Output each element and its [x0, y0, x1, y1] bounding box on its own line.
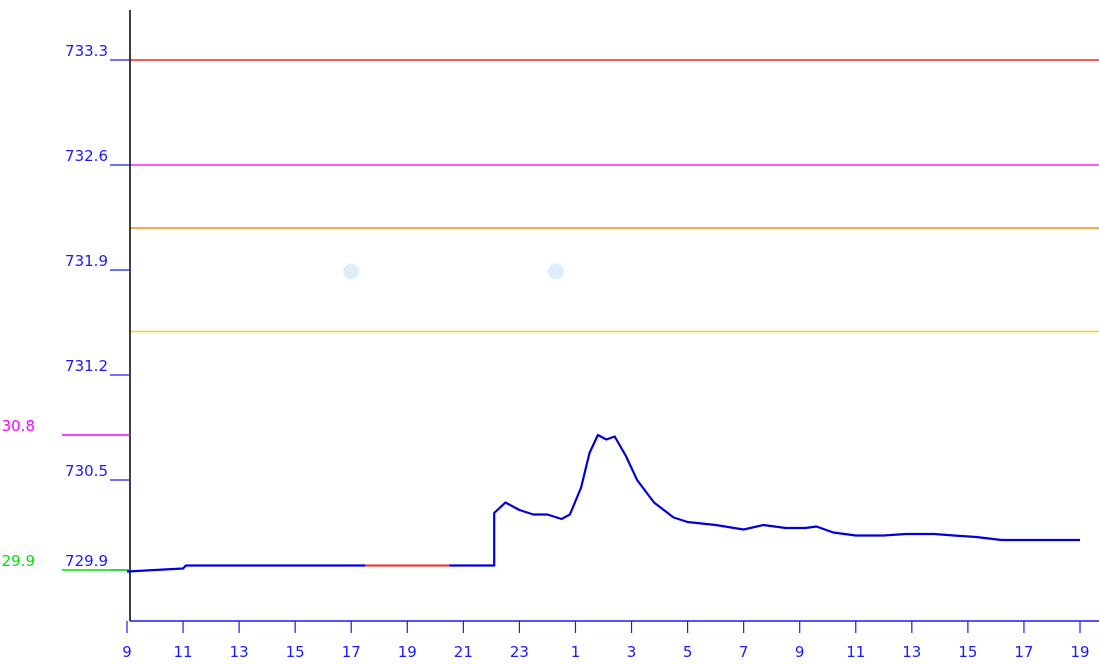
series-group — [126, 433, 1080, 573]
faint-marker-1 — [547, 263, 564, 280]
x-tick-label-6: 21 — [454, 643, 473, 661]
x-tick-label-13: 11 — [846, 643, 865, 661]
x-tick-label-8: 1 — [571, 643, 581, 661]
x-tick-label-4: 17 — [342, 643, 361, 661]
left-markers: 30.8 29.9 — [2, 417, 130, 571]
x-tick-label-5: 19 — [398, 643, 417, 661]
x-tick-label-17: 19 — [1070, 643, 1089, 661]
series-line-0-segment-1 — [449, 433, 1080, 567]
x-tick-label-12: 9 — [795, 643, 805, 661]
left-marker-label-0: 30.8 — [2, 417, 35, 435]
x-axis: 9 11 13 15 17 19 21 23 1 3 5 7 9 11 13 15 17 19 — [122, 620, 1099, 661]
faint-marker-0 — [343, 263, 360, 280]
point-markers — [343, 263, 564, 280]
y-tick-label-1: 732.6 — [65, 147, 108, 165]
x-tick-label-9: 3 — [627, 643, 637, 661]
y-tick-label-5: 729.9 — [65, 552, 108, 570]
x-tick-label-11: 7 — [739, 643, 749, 661]
x-tick-label-7: 23 — [510, 643, 529, 661]
x-tick-label-15: 15 — [958, 643, 977, 661]
x-tick-label-16: 17 — [1014, 643, 1033, 661]
reference-lines — [130, 59, 1099, 333]
x-tick-label-2: 13 — [230, 643, 249, 661]
left-marker-label-1: 29.9 — [2, 552, 35, 570]
y-axis: 733.3 732.6 731.9 731.2 730.5 729.9 — [65, 10, 131, 621]
y-tick-label-4: 730.5 — [65, 462, 108, 480]
x-tick-label-14: 13 — [902, 643, 921, 661]
x-tick-label-10: 5 — [683, 643, 693, 661]
y-tick-label-3: 731.2 — [65, 357, 108, 375]
y-tick-label-0: 733.3 — [65, 42, 108, 60]
y-tick-label-2: 731.9 — [65, 252, 108, 270]
x-tick-label-1: 11 — [174, 643, 193, 661]
x-tick-label-0: 9 — [122, 643, 132, 661]
x-tick-label-3: 15 — [286, 643, 305, 661]
series-line-0-segment-0 — [126, 564, 366, 573]
